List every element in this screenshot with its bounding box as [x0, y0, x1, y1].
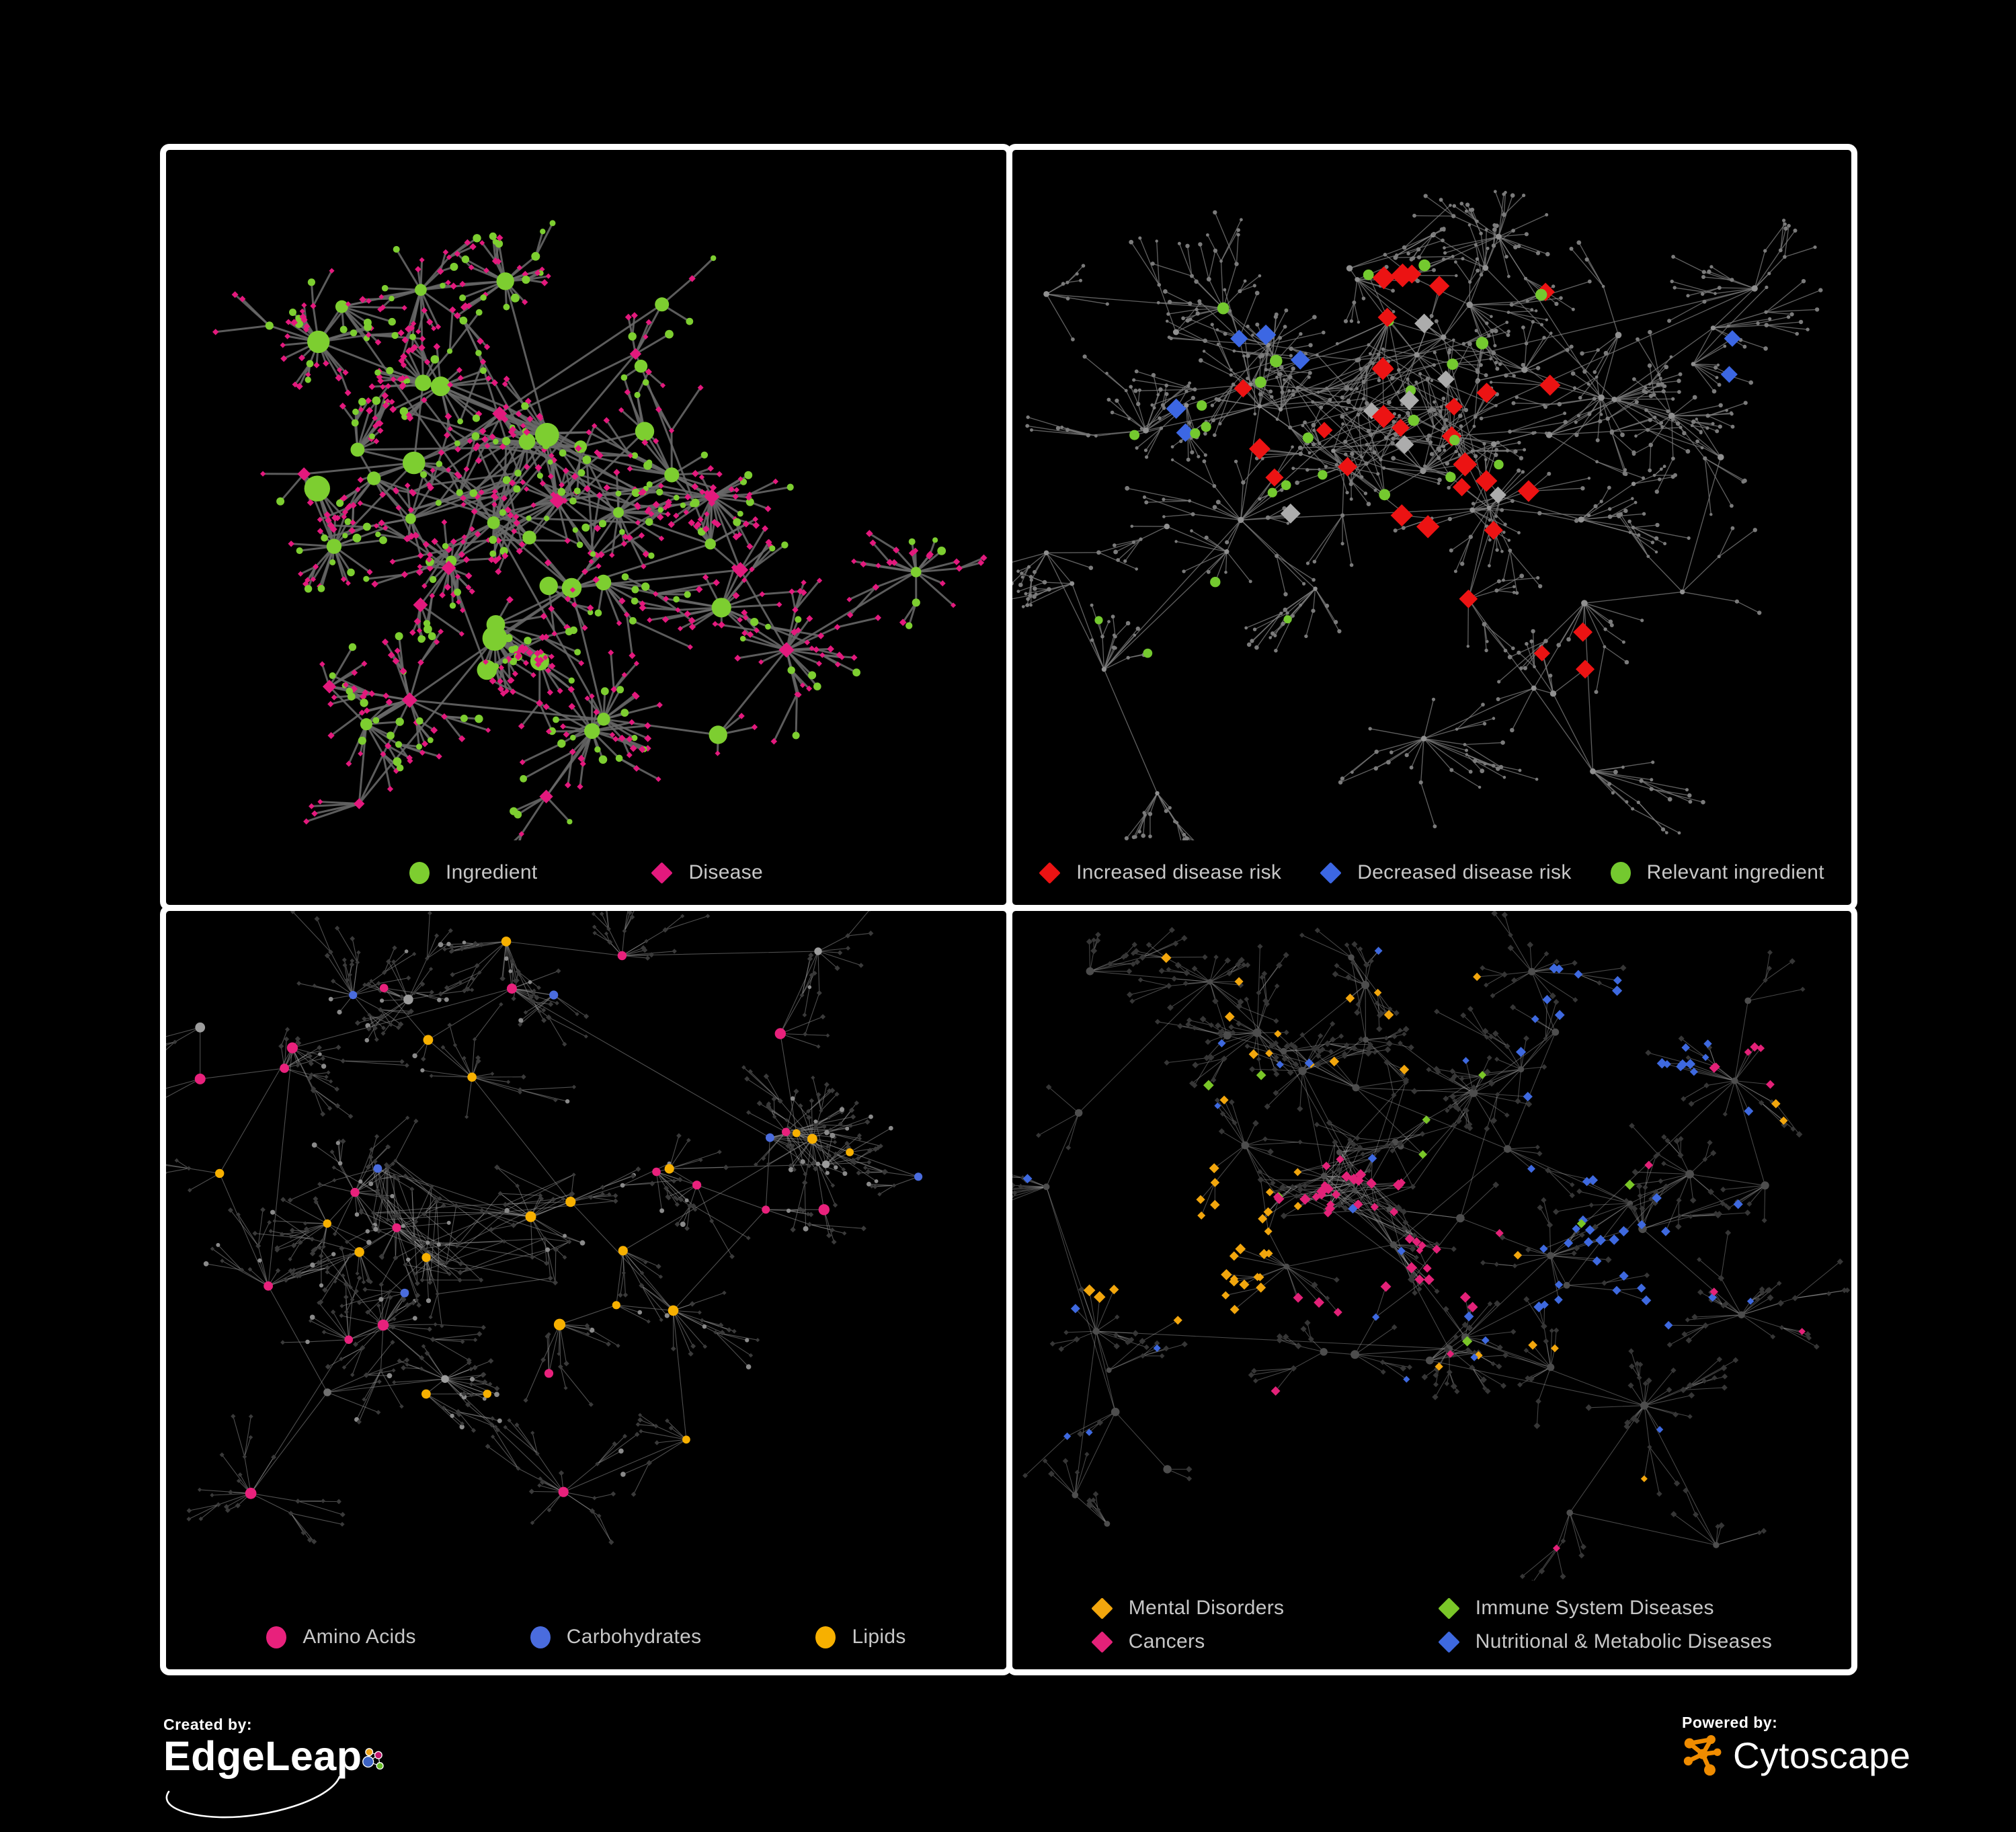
- panel-nutrient-classes: Amino Acids Carbohydrates Lipids: [160, 905, 1012, 1675]
- network-disease-risk: [1012, 150, 1851, 840]
- cytoscape-branding: Powered by: Cytoscape: [1682, 1714, 1910, 1778]
- circle-legend-marker: [815, 1626, 836, 1648]
- legend-label: Nutritional & Metabolic Diseases: [1476, 1630, 1772, 1653]
- legend-item-carbohydrates: Carbohydrates: [530, 1626, 702, 1648]
- legend-disease-risk: Increased disease risk Decreased disease …: [1012, 840, 1851, 905]
- legend-item-increased-disease-risk: Increased disease risk: [1039, 861, 1281, 884]
- powered-by-label: Powered by:: [1682, 1714, 1910, 1732]
- circle-legend-marker: [409, 862, 430, 884]
- legend-label: Increased disease risk: [1076, 861, 1281, 884]
- legend-nutrient-classes: Amino Acids Carbohydrates Lipids: [166, 1605, 1006, 1669]
- circle-legend-marker: [530, 1626, 551, 1648]
- diamond-legend-marker: [651, 862, 674, 884]
- legend-item-ingredient: Ingredient: [409, 861, 537, 884]
- legend-ingredient-disease: Ingredient Disease: [166, 840, 1006, 905]
- network-disease-categories: [1012, 911, 1851, 1581]
- edgeleap-branding: Created by: EdgeLeap: [163, 1716, 385, 1797]
- diamond-legend-marker: [1438, 1631, 1460, 1653]
- legend-disease-categories: Mental Disorders Immune System Diseases Ca…: [1012, 1581, 1851, 1669]
- legend-label: Disease: [688, 861, 762, 884]
- edgeleap-network-icon: [357, 1724, 385, 1797]
- legend-item-decreased-disease-risk: Decreased disease risk: [1320, 861, 1571, 884]
- panel-disease-risk: Increased disease risk Decreased disease …: [1006, 144, 1857, 911]
- diamond-legend-marker: [1091, 1597, 1113, 1620]
- circle-legend-marker: [266, 1626, 286, 1648]
- circle-legend-marker: [1611, 862, 1631, 884]
- legend-label: Lipids: [852, 1626, 905, 1648]
- legend-label: Decreased disease risk: [1357, 861, 1571, 884]
- legend-item-lipids: Lipids: [815, 1626, 905, 1648]
- panel-disease-categories: Mental Disorders Immune System Diseases Ca…: [1006, 905, 1857, 1675]
- edgeleap-wordmark: EdgeLeap: [163, 1734, 362, 1779]
- legend-item-relevant-ingredient: Relevant ingredient: [1611, 861, 1824, 884]
- legend-item-nutritional-metabolic-diseases: Nutritional & Metabolic Diseases: [1439, 1630, 1772, 1653]
- created-by-label: Created by:: [163, 1716, 385, 1734]
- legend-label: Immune System Diseases: [1476, 1597, 1714, 1620]
- legend-item-disease: Disease: [651, 861, 762, 884]
- diamond-legend-marker: [1039, 862, 1061, 884]
- legend-label: Cancers: [1129, 1630, 1205, 1653]
- panel-ingredient-disease: Ingredient Disease: [160, 144, 1012, 911]
- legend-label: Relevant ingredient: [1647, 861, 1824, 884]
- network-ingredient-disease: [166, 150, 1006, 840]
- cytoscape-wordmark: Cytoscape: [1733, 1734, 1910, 1777]
- cytoscape-logo-icon: [1682, 1733, 1726, 1778]
- diamond-legend-marker: [1438, 1597, 1460, 1620]
- legend-item-mental-disorders: Mental Disorders: [1092, 1597, 1408, 1620]
- network-nutrient-classes: [166, 911, 1006, 1605]
- legend-label: Amino Acids: [303, 1626, 415, 1648]
- legend-label: Carbohydrates: [567, 1626, 702, 1648]
- legend-item-amino-acids: Amino Acids: [266, 1626, 415, 1648]
- legend-item-cancers: Cancers: [1092, 1630, 1408, 1653]
- diamond-legend-marker: [1091, 1631, 1113, 1653]
- diamond-legend-marker: [1320, 862, 1342, 884]
- legend-item-immune-system-diseases: Immune System Diseases: [1439, 1597, 1772, 1620]
- legend-label: Mental Disorders: [1129, 1597, 1285, 1620]
- legend-label: Ingredient: [446, 861, 537, 884]
